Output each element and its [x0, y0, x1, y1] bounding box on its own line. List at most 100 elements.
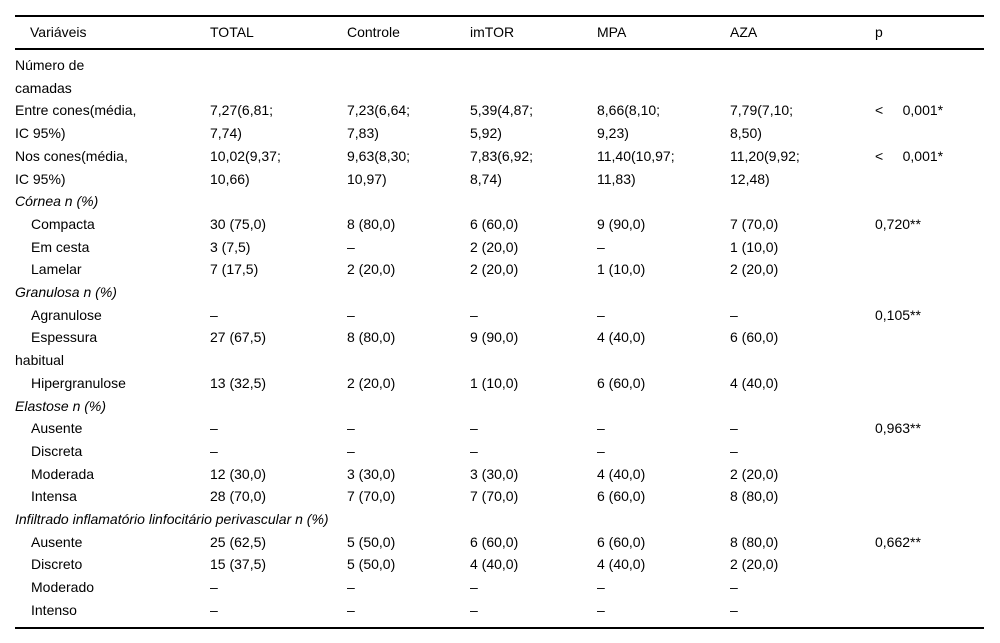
p-value-cell — [875, 326, 984, 371]
table-row: Córnea n (%) — [15, 190, 984, 213]
p-value-cell — [875, 258, 984, 281]
table-row: Compacta 30 (75,0) 8 (80,0) 6 (60,0) 9 (90,0… — [15, 213, 984, 236]
data-cell: – — [470, 579, 478, 596]
data-cell: 4 (40,0) — [730, 374, 779, 391]
data-cell — [470, 49, 597, 99]
data-cell — [347, 49, 470, 99]
data-cell: 25 (62,5) — [210, 533, 267, 550]
data-cell: 8 (80,0) — [347, 329, 396, 346]
data-cell: 9 (90,0) — [597, 215, 646, 232]
data-cell: – — [597, 579, 605, 596]
data-cell: 8,66(8,10; 9,23) — [597, 102, 661, 142]
table-row: Intensa 28 (70,0) 7 (70,0) 7 (70,0) 6 (60,0)… — [15, 485, 984, 508]
data-cell: – — [210, 306, 218, 323]
data-cell: 4 (40,0) — [597, 556, 646, 573]
row-label: Ausente — [31, 533, 83, 550]
data-cell: 11,20(9,92; 12,48) — [730, 147, 800, 187]
table-row: Ausente – – – – – 0,963** — [15, 417, 984, 440]
data-cell — [730, 49, 875, 99]
data-cell: 30 (75,0) — [210, 215, 267, 232]
data-cell: – — [597, 306, 605, 323]
column-header: p — [875, 16, 984, 50]
row-label: Número de camadas — [15, 57, 85, 96]
data-cell: – — [597, 420, 605, 437]
data-cell: 7,83(6,92; 8,74) — [470, 147, 534, 187]
column-header: MPA — [597, 16, 730, 50]
section-label: Granulosa n (%) — [15, 284, 117, 301]
p-value-cell: 0,720** — [875, 215, 921, 232]
row-label: Nos cones(média, IC 95%) — [15, 147, 128, 187]
data-cell: 3 (30,0) — [470, 465, 519, 482]
table-row: Número de camadas — [15, 49, 984, 99]
table-header: Variáveis TOTAL Controle imTOR MPA AZA p — [15, 16, 984, 50]
data-cell: 8 (80,0) — [730, 488, 779, 505]
row-label: Espessura habitual — [15, 329, 98, 369]
data-cell: 7 (17,5) — [210, 261, 259, 278]
p-value-cell — [875, 485, 984, 508]
table-row: Elastose n (%) — [15, 395, 984, 418]
data-cell: 2 (20,0) — [470, 261, 519, 278]
column-header: Variáveis — [15, 16, 210, 50]
table-row: Moderado – – – – – — [15, 576, 984, 599]
table-row: Ausente 25 (62,5) 5 (50,0) 6 (60,0) 6 (60,0)… — [15, 531, 984, 554]
row-label: Agranulose — [31, 306, 102, 323]
data-cell: – — [347, 579, 355, 596]
table-header-row: Variáveis TOTAL Controle imTOR MPA AZA p — [15, 16, 984, 50]
data-cell: 2 (20,0) — [347, 261, 396, 278]
row-label: Intenso — [31, 601, 77, 618]
row-label: Em cesta — [31, 238, 90, 255]
data-cell: 4 (40,0) — [597, 329, 646, 346]
p-value-cell — [875, 599, 984, 628]
data-cell: 6 (60,0) — [470, 533, 519, 550]
data-cell: – — [597, 238, 605, 255]
row-label: Compacta — [31, 215, 95, 232]
column-header: TOTAL — [210, 16, 347, 50]
p-value-cell — [875, 372, 984, 395]
data-cell: 3 (30,0) — [347, 465, 396, 482]
data-cell: 2 (20,0) — [730, 556, 779, 573]
data-cell: – — [730, 442, 738, 459]
p-value-cell: 0,963** — [875, 420, 921, 437]
data-cell: 1 (10,0) — [730, 238, 779, 255]
column-header: AZA — [730, 16, 875, 50]
table-row: Entre cones(média, IC 95%) 7,27(6,81; 7,7… — [15, 99, 984, 144]
p-value-cell — [875, 236, 984, 259]
section-label: Elastose n (%) — [15, 397, 107, 414]
row-label: Lamelar — [31, 261, 82, 278]
table-row: Moderada 12 (30,0) 3 (30,0) 3 (30,0) 4 (40,0… — [15, 463, 984, 486]
data-cell: 15 (37,5) — [210, 556, 267, 573]
data-cell: 4 (40,0) — [470, 556, 519, 573]
data-cell: 10,02(9,37; 10,66) — [210, 147, 281, 187]
data-cell: – — [347, 442, 355, 459]
data-cell: 2 (20,0) — [470, 238, 519, 255]
data-cell: – — [597, 442, 605, 459]
data-cell: 13 (32,5) — [210, 374, 267, 391]
data-cell: 7,79(7,10; 8,50) — [730, 102, 794, 142]
data-cell: – — [730, 601, 738, 618]
data-cell: – — [730, 420, 738, 437]
data-cell: 28 (70,0) — [210, 488, 267, 505]
data-cell: – — [210, 420, 218, 437]
data-cell: – — [730, 579, 738, 596]
row-label: Moderada — [31, 465, 95, 482]
data-cell: 5,39(4,87; 5,92) — [470, 102, 534, 142]
data-cell: – — [210, 601, 218, 618]
data-cell: 5 (50,0) — [347, 556, 396, 573]
data-cell: 7,27(6,81; 7,74) — [210, 102, 274, 142]
table-row: Discreto 15 (37,5) 5 (50,0) 4 (40,0) 4 (40,0… — [15, 553, 984, 576]
data-cell: 4 (40,0) — [597, 465, 646, 482]
table-row: Nos cones(média, IC 95%) 10,02(9,37; 10,6… — [15, 145, 984, 190]
data-cell: 7,23(6,64; 7,83) — [347, 102, 411, 142]
data-cell: – — [347, 601, 355, 618]
data-cell: 9,63(8,30; 10,97) — [347, 147, 411, 187]
table-row: Em cesta 3 (7,5) – 2 (20,0) – 1 (10,0) — [15, 236, 984, 259]
data-cell: 1 (10,0) — [597, 261, 646, 278]
row-label: Entre cones(média, IC 95%) — [15, 102, 137, 142]
data-cell: 6 (60,0) — [597, 488, 646, 505]
data-cell: – — [210, 442, 218, 459]
p-value-cell — [875, 440, 984, 463]
table-row: Agranulose – – – – – 0,105** — [15, 304, 984, 327]
table-row: Infiltrado inflamatório linfocitário per… — [15, 508, 984, 531]
column-header: imTOR — [470, 16, 597, 50]
data-cell: 3 (7,5) — [210, 238, 251, 255]
